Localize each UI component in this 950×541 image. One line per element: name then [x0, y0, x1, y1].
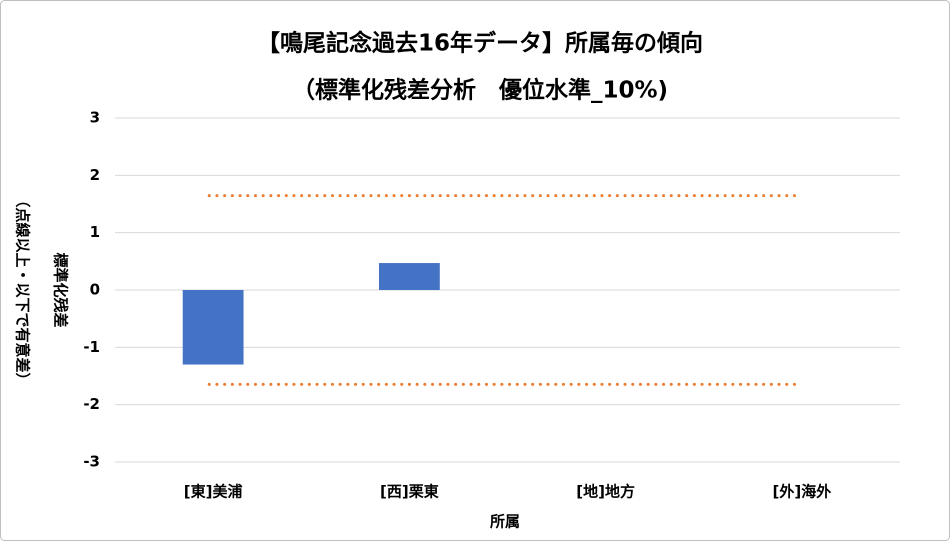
chart-subtitle: （標準化残差分析 優位水準_10%)	[292, 77, 668, 104]
y-axis-title: （点線以上・以下で有意差）	[14, 192, 32, 387]
y-tick-label: 0	[90, 281, 100, 299]
y-tick-label: 1	[90, 223, 100, 241]
x-tick-label: [東]美浦	[184, 483, 243, 501]
y-tick-label: 2	[90, 166, 100, 184]
x-tick-label: [西]栗東	[380, 483, 439, 501]
x-axis-title: 所属	[490, 513, 520, 531]
y-tick-label: -3	[83, 453, 100, 471]
y-tick-label: 3	[90, 109, 100, 127]
chart-title: 【鳴尾記念過去16年データ】所属毎の傾向	[257, 30, 703, 57]
x-tick-label: [外]海外	[773, 483, 832, 501]
y-axis-title: 標準化残差	[52, 252, 70, 327]
bar	[182, 290, 244, 365]
bar	[378, 263, 440, 290]
y-tick-label: -2	[83, 395, 100, 413]
y-tick-label: -1	[83, 338, 100, 356]
x-tick-label: [地]地方	[576, 483, 635, 501]
